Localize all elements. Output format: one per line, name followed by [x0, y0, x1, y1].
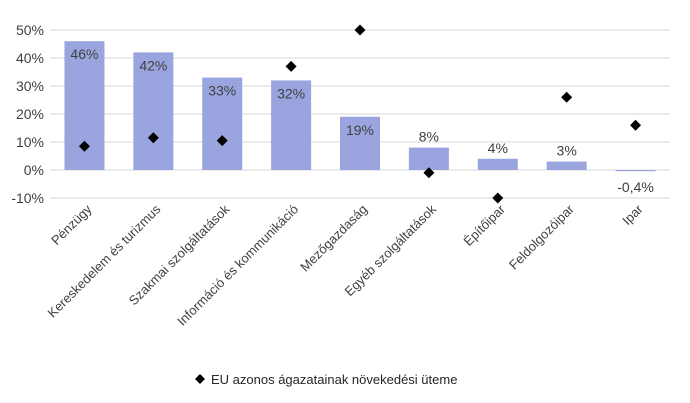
data-label: 42%	[139, 57, 167, 73]
category-label: Ipar	[619, 201, 646, 228]
bar	[408, 147, 449, 170]
data-label: 4%	[488, 140, 508, 156]
bar	[477, 158, 518, 170]
eu-marker	[147, 132, 159, 144]
eu-marker	[285, 60, 297, 72]
y-tick-label: 10%	[16, 134, 44, 150]
bar	[202, 77, 243, 170]
bar	[546, 161, 587, 170]
data-label: 8%	[419, 129, 439, 145]
y-tick-label: 20%	[16, 106, 44, 122]
category-label: Pénzügy	[48, 201, 95, 248]
data-labels: 46% 42% 33% 32% 19% 8% 4% 3% -0,4%	[70, 46, 653, 195]
data-label: 19%	[346, 122, 374, 138]
bar	[271, 80, 312, 170]
y-tick-label: -10%	[11, 190, 44, 206]
data-label: 3%	[557, 143, 577, 159]
eu-marker	[423, 167, 435, 179]
bar	[615, 170, 656, 172]
eu-marker	[630, 119, 642, 131]
category-label: Építőipar	[460, 201, 508, 249]
y-tick-label: 40%	[16, 50, 44, 66]
eu-marker-series	[78, 24, 642, 204]
data-label: 46%	[70, 46, 98, 62]
y-tick-label: 50%	[16, 22, 44, 38]
data-label: -0,4%	[617, 179, 654, 195]
bar	[340, 116, 380, 170]
eu-marker	[78, 140, 90, 152]
data-label: 33%	[208, 83, 236, 99]
y-tick-label: 30%	[16, 78, 44, 94]
y-axis-ticks: 50% 40% 30% 20% 10% 0% -10%	[11, 22, 44, 206]
category-label: Információ és kommunikáció	[174, 202, 301, 329]
legend-label: EU azonos ágazatainak növekedési üteme	[211, 372, 457, 387]
bar	[133, 52, 174, 170]
legend: EU azonos ágazatainak növekedési üteme	[195, 372, 457, 387]
eu-marker	[561, 91, 573, 103]
data-label: 32%	[277, 85, 305, 101]
y-tick-label: 0%	[24, 162, 44, 178]
eu-marker	[354, 24, 366, 36]
eu-marker	[492, 192, 504, 204]
category-label: Feldolgozóipar	[506, 201, 577, 272]
bar-series	[64, 41, 656, 172]
legend-diamond-icon	[195, 374, 205, 384]
eu-marker	[216, 135, 228, 147]
category-label: Kereskedelem és turizmus	[45, 201, 164, 320]
category-label: Mezőgazdaság	[297, 202, 370, 275]
